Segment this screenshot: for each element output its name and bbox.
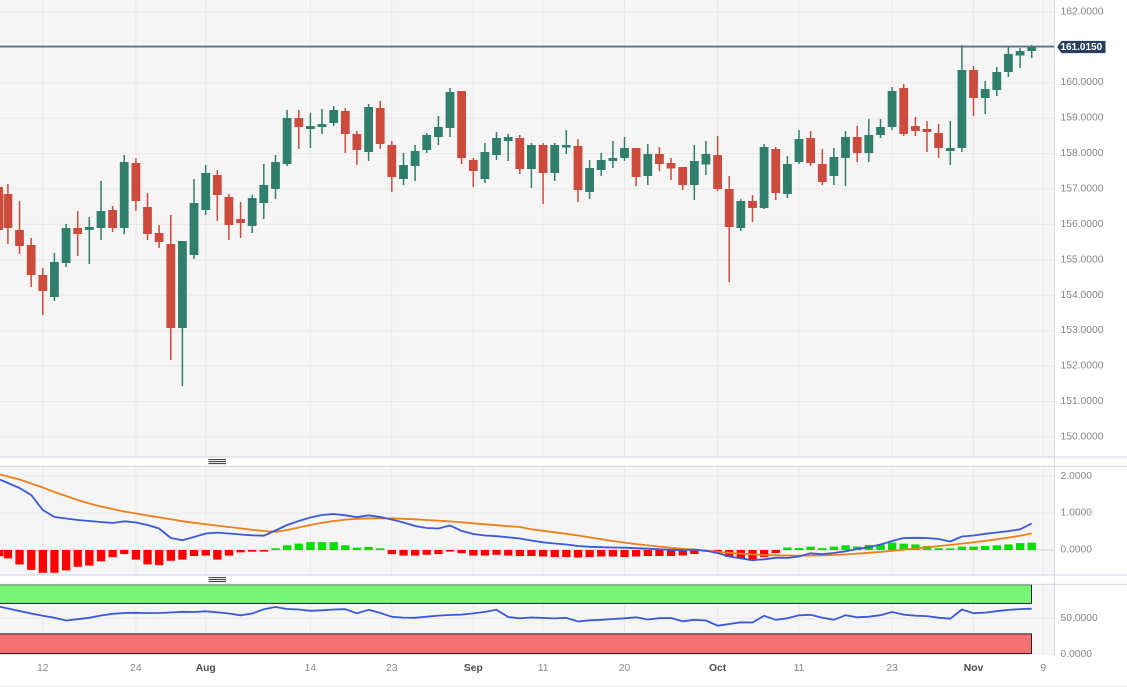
svg-text:156.0000: 156.0000 [1061,219,1104,230]
svg-text:11: 11 [538,663,549,674]
svg-text:50.0000: 50.0000 [1061,613,1098,624]
svg-text:0.0000: 0.0000 [1061,545,1093,556]
svg-text:151.0000: 151.0000 [1061,396,1104,407]
svg-text:1.0000: 1.0000 [1061,508,1093,519]
svg-text:154.0000: 154.0000 [1061,290,1104,301]
svg-text:159.0000: 159.0000 [1061,113,1104,124]
svg-text:Aug: Aug [196,663,216,674]
svg-text:2.0000: 2.0000 [1061,471,1093,482]
svg-text:157.0000: 157.0000 [1061,184,1104,195]
svg-text:Nov: Nov [964,663,984,674]
svg-text:9: 9 [1040,663,1046,674]
svg-text:11: 11 [794,663,805,674]
svg-text:23: 23 [386,663,398,674]
svg-text:Sep: Sep [464,663,483,674]
svg-text:152.0000: 152.0000 [1061,361,1104,372]
svg-text:0.0000: 0.0000 [1061,649,1093,660]
svg-text:14: 14 [305,663,317,674]
svg-text:162.0000: 162.0000 [1061,6,1104,17]
svg-text:160.0000: 160.0000 [1061,77,1104,88]
svg-text:150.0000: 150.0000 [1061,431,1104,442]
svg-text:24: 24 [130,663,142,674]
svg-text:23: 23 [886,663,898,674]
svg-text:158.0000: 158.0000 [1061,148,1104,159]
svg-text:Oct: Oct [709,663,727,674]
svg-text:153.0000: 153.0000 [1061,325,1104,336]
svg-text:161.0150: 161.0150 [1060,42,1102,53]
svg-text:12: 12 [37,663,49,674]
svg-text:155.0000: 155.0000 [1061,254,1104,265]
svg-text:20: 20 [619,663,631,674]
